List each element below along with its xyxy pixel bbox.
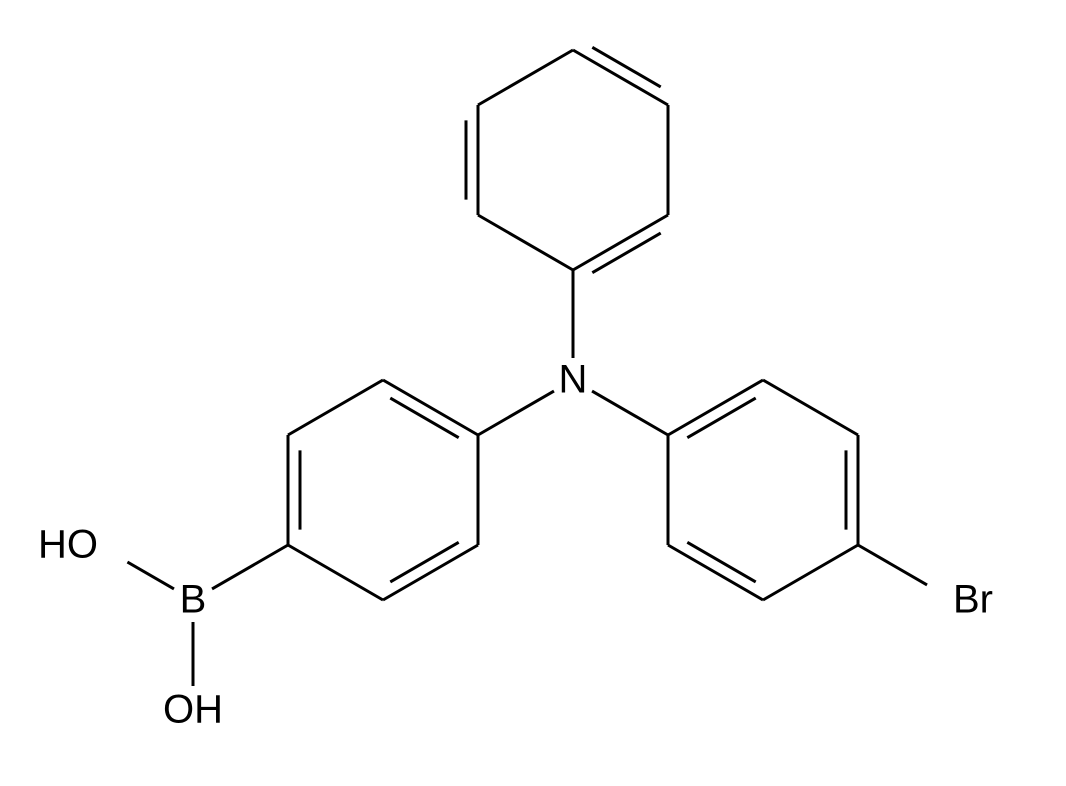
bonds xyxy=(127,47,927,686)
molecule-canvas: N Br B HO OH xyxy=(0,0,1066,786)
atom-label-n: N xyxy=(559,358,588,402)
atom-label-oh: OH xyxy=(163,688,223,732)
atom-label-ho: HO xyxy=(38,523,98,567)
atom-label-br: Br xyxy=(953,578,993,622)
atom-label-b: B xyxy=(180,578,207,622)
